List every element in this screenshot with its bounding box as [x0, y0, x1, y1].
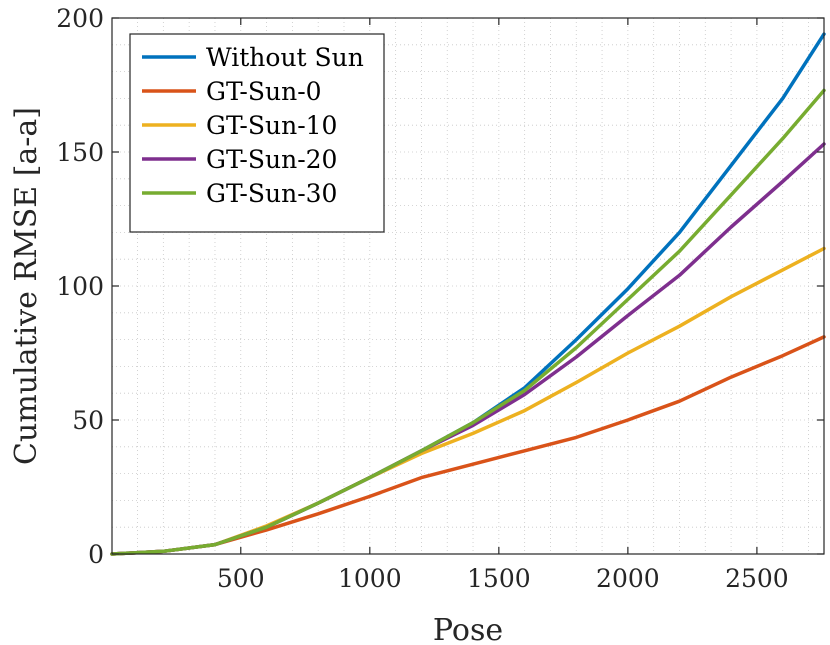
legend-box: [129, 33, 385, 233]
legend: Without Sun GT-Sun-0 GT-Sun-10 GT-Sun-20 GT-…: [129, 33, 385, 233]
legend-label-gt-sun-30: GT-Sun-30: [206, 179, 337, 208]
x-axis-ticks: 500 1000 1500 2000 2500: [217, 18, 789, 593]
y-axis-ticks: 0 50 100 150 200: [56, 4, 824, 569]
x-tick-label: 1000: [338, 564, 402, 593]
y-tick-label: 50: [72, 406, 104, 435]
y-axis-label: Cumulative RMSE [a-a]: [9, 107, 44, 465]
x-axis-label: Pose: [433, 613, 503, 645]
y-tick-label: 150: [56, 138, 104, 167]
y-tick-label: 0: [88, 540, 104, 569]
x-tick-label: 2500: [725, 564, 789, 593]
legend-label-without-sun: Without Sun: [206, 43, 364, 72]
y-tick-label: 200: [56, 4, 104, 33]
legend-label-gt-sun-0: GT-Sun-0: [206, 77, 322, 106]
x-tick-label: 500: [217, 564, 265, 593]
x-tick-label: 2000: [596, 564, 660, 593]
series-line-gt-sun-30: [110, 88, 826, 556]
legend-label-gt-sun-10: GT-Sun-10: [206, 111, 337, 140]
series-layer: [110, 32, 826, 556]
x-tick-label: 1500: [467, 564, 531, 593]
minor-grid: [112, 18, 824, 554]
y-tick-label: 100: [56, 272, 104, 301]
series-line-gt-sun-10: [110, 246, 826, 556]
legend-label-gt-sun-20: GT-Sun-20: [206, 145, 337, 174]
series-line-gt-sun-0: [110, 335, 826, 556]
